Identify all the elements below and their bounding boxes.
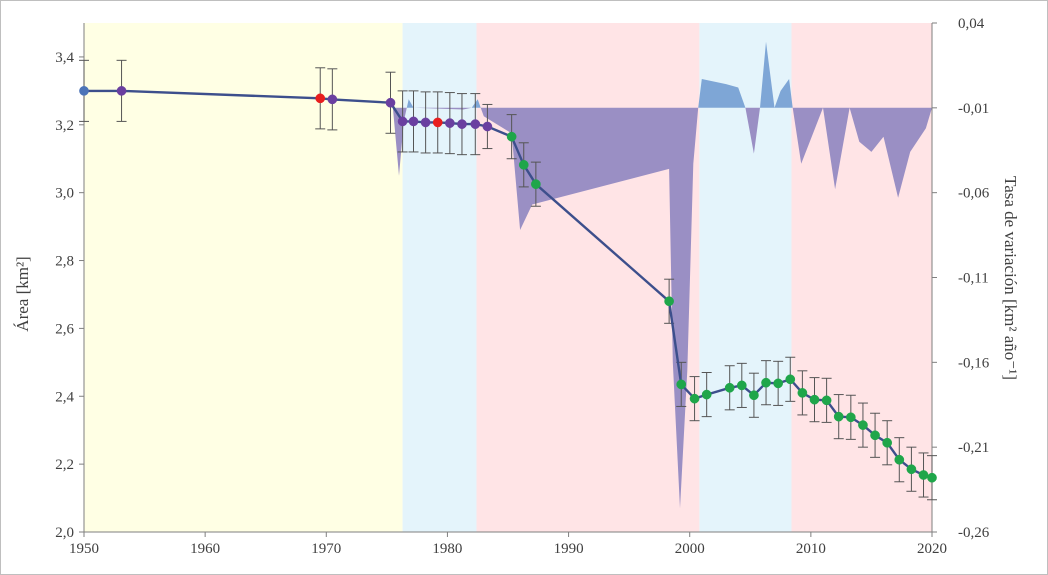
data-point [420, 117, 431, 128]
period-band-1 [84, 23, 403, 532]
data-point [785, 374, 796, 385]
y2-tick-label: -0,16 [958, 355, 990, 371]
data-point [116, 86, 127, 96]
y-tick-label: 2,2 [55, 457, 74, 473]
data-point [797, 388, 808, 398]
data-point [689, 393, 700, 404]
y2-tick-label: -0,26 [958, 525, 990, 541]
data-point [724, 382, 735, 393]
period-bands [84, 23, 932, 532]
data-point [701, 389, 712, 400]
y2-tick-label: -0,11 [958, 271, 989, 287]
data-point [749, 390, 759, 401]
y-axis-title: Área [km²] [13, 256, 32, 331]
data-point [882, 437, 893, 448]
data-point [470, 119, 481, 129]
y2-axis-title: Tasa de variación [km² año⁻¹] [1001, 176, 1020, 380]
data-point [457, 119, 467, 129]
y-tick-label: 3,4 [55, 50, 74, 66]
data-point [761, 377, 771, 388]
data-point [927, 472, 937, 483]
data-point [858, 420, 868, 430]
data-point [906, 464, 917, 475]
data-point [664, 296, 674, 307]
data-point [833, 411, 844, 422]
data-point [445, 118, 455, 128]
x-tick-label: 1950 [69, 541, 99, 557]
period-band-3 [476, 23, 700, 532]
x-tick-label: 1980 [432, 541, 462, 557]
data-point [385, 97, 396, 108]
data-point [482, 121, 493, 132]
data-point [518, 159, 529, 170]
y-tick-label: 2,6 [55, 321, 74, 337]
data-point [79, 86, 89, 96]
y2-tick-label: -0,01 [958, 101, 989, 117]
data-point [397, 116, 408, 127]
data-point [870, 430, 880, 441]
y-tick-label: 3,0 [55, 186, 74, 202]
x-tick-label: 1960 [190, 541, 220, 557]
area-series-markers [79, 86, 937, 483]
y-tick-label: 3,2 [55, 118, 74, 134]
data-point [408, 116, 419, 127]
rate-of-change-area [392, 41, 932, 509]
x-tick-label: 2020 [917, 541, 947, 557]
data-point [736, 380, 747, 391]
data-point [845, 412, 856, 423]
data-point [327, 94, 338, 105]
data-point [531, 179, 541, 190]
x-tick-label: 2000 [675, 541, 705, 557]
data-point [918, 470, 929, 480]
y-tick-label: 2,4 [55, 389, 74, 405]
rate-area-negative [392, 107, 932, 509]
data-point [506, 131, 517, 142]
x-tick-label: 1970 [311, 541, 341, 557]
y2-tick-label: 0,04 [958, 16, 985, 32]
data-point [315, 93, 326, 104]
data-point [821, 395, 832, 406]
data-point [809, 394, 820, 405]
y-tick-label: 2,8 [55, 254, 74, 270]
data-point [773, 378, 783, 389]
y-tick-label: 2,0 [55, 525, 74, 541]
y2-tick-label: -0,06 [958, 186, 990, 202]
data-point [894, 454, 905, 465]
x-tick-label: 1990 [554, 541, 584, 557]
x-tick-label: 2010 [796, 541, 826, 557]
y2-tick-label: -0,21 [958, 440, 989, 456]
tick-labels: 1950 1960 1970 1980 1990 2000 2010 2020 2,0 2,2 2,… [55, 16, 989, 557]
data-point [432, 117, 443, 128]
data-point [676, 379, 687, 390]
